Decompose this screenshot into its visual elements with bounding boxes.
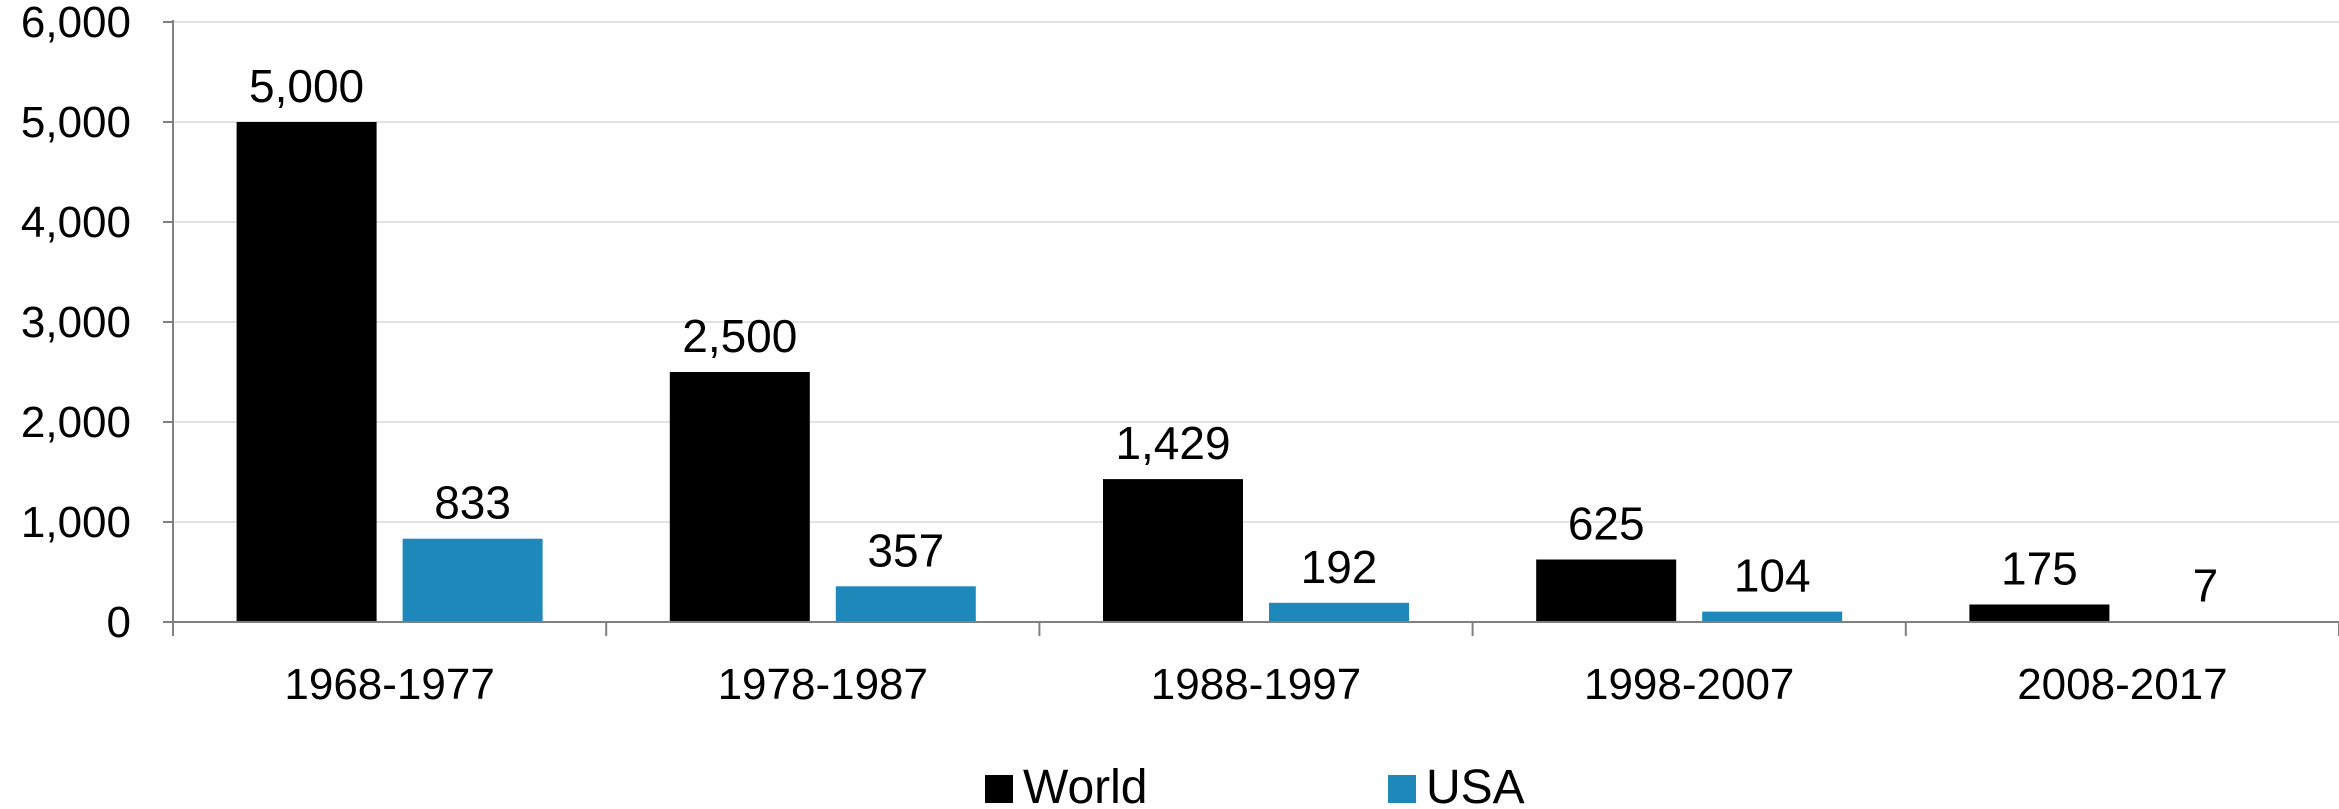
data-label-usa-1968-1977: 833 [434, 477, 511, 529]
data-label-usa-1988-1997: 192 [1301, 541, 1378, 593]
data-label-usa-2008-2017: 7 [2193, 559, 2219, 611]
data-label-world-2008-2017: 175 [2001, 543, 2078, 595]
x-tick-label: 1968-1977 [284, 660, 494, 709]
x-axis-ticks: 1968-1977 1978-1987 1988-1997 1998-2007 2008… [172, 622, 2339, 709]
x-tick-label: 2008-2017 [2017, 660, 2227, 709]
bar-world-1978-1987 [669, 372, 810, 622]
legend-label-usa: USA [1426, 761, 1525, 809]
bar-world-1988-1997 [1103, 479, 1243, 622]
y-axis-ticks: 0 1,000 2,000 3,000 4,000 5,000 6,000 [21, 0, 173, 647]
data-label-usa-1978-1987: 357 [867, 524, 944, 576]
legend: World USA [985, 761, 1525, 809]
y-tick-label: 4,000 [21, 198, 131, 247]
bar-usa-1988-1997 [1269, 602, 1409, 622]
x-tick-label: 1988-1997 [1151, 660, 1361, 709]
x-tick-label: 1978-1987 [718, 660, 928, 709]
legend-swatch-world [985, 775, 1013, 803]
x-axis [172, 20, 2339, 623]
y-tick-label: 3,000 [21, 298, 131, 347]
y-tick-label: 5,000 [21, 98, 131, 147]
bar-world-2008-2017 [1969, 604, 2110, 622]
bar-usa-1998-2007 [1702, 611, 1843, 622]
y-tick-label: 1,000 [21, 498, 131, 547]
bar-world-1998-2007 [1536, 559, 1677, 622]
bar-world-1968-1977 [236, 122, 377, 622]
legend-swatch-usa [1388, 775, 1416, 803]
y-tick-label: 0 [107, 598, 131, 647]
bar-usa-1968-1977 [402, 538, 543, 622]
x-tick-label: 1998-2007 [1584, 660, 1794, 709]
data-label-usa-1998-2007: 104 [1734, 550, 1811, 602]
data-label-world-1978-1987: 2,500 [682, 310, 797, 362]
legend-label-world: World [1023, 761, 1147, 809]
data-label-world-1998-2007: 625 [1568, 498, 1645, 550]
data-label-world-1988-1997: 1,429 [1115, 417, 1230, 469]
bars [236, 122, 2276, 622]
data-labels: 5,000 833 2,500 357 1,429 192 625 104 175 7 [249, 60, 2218, 611]
data-label-world-1968-1977: 5,000 [249, 60, 364, 112]
gridlines [173, 21, 2339, 523]
bar-usa-1978-1987 [835, 586, 976, 622]
y-tick-label: 2,000 [21, 398, 131, 447]
y-tick-label: 6,000 [21, 0, 131, 47]
